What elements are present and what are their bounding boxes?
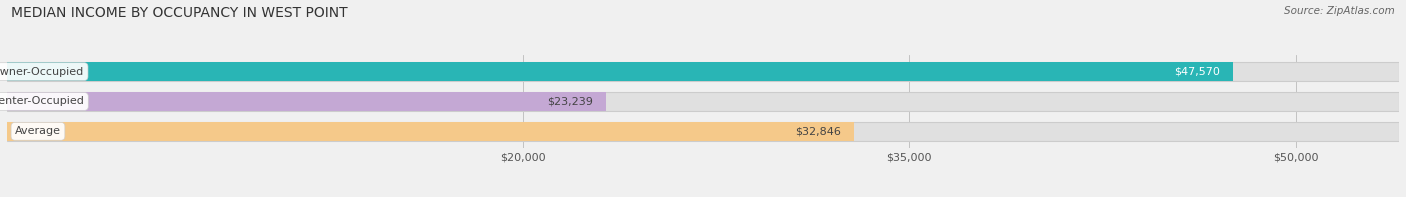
Text: Renter-Occupied: Renter-Occupied (0, 97, 84, 106)
Text: MEDIAN INCOME BY OCCUPANCY IN WEST POINT: MEDIAN INCOME BY OCCUPANCY IN WEST POINT (11, 6, 347, 20)
Bar (7, 122, 853, 141)
Bar (7, 62, 1399, 81)
Bar (7, 122, 1399, 141)
Text: $47,570: $47,570 (1174, 67, 1220, 77)
Text: Owner-Occupied: Owner-Occupied (0, 67, 84, 77)
Bar (7, 62, 1233, 81)
Text: Average: Average (15, 126, 60, 136)
Text: $23,239: $23,239 (547, 97, 593, 106)
Bar (7, 92, 606, 111)
Text: $32,846: $32,846 (794, 126, 841, 136)
Bar (7, 92, 1399, 111)
Text: Source: ZipAtlas.com: Source: ZipAtlas.com (1284, 6, 1395, 16)
